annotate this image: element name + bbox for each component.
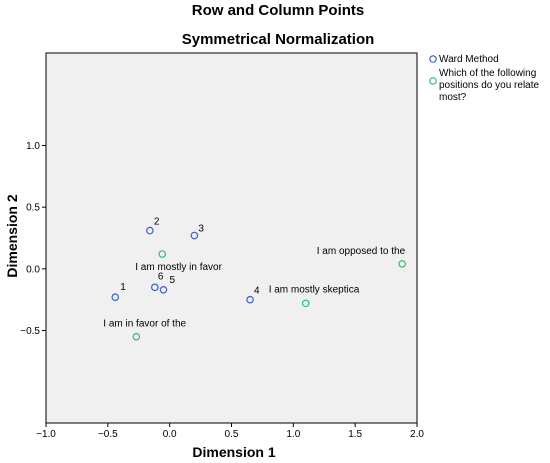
x-tick-label: 1.5 xyxy=(348,429,362,440)
x-tick-label: −1.0 xyxy=(36,429,56,440)
x-tick-label: 2.0 xyxy=(410,429,424,440)
data-point xyxy=(132,332,141,341)
point-label: 6 xyxy=(158,271,164,282)
y-axis-title: Dimension 2 xyxy=(4,194,20,277)
data-points: 1 2 3 4 56I am mostly in favor I am opposed t… xyxy=(103,217,406,341)
legend-label-positions-line-2: positions do you relate xyxy=(439,80,540,91)
y-axis: −0.5 0.0 0.5 1.0 xyxy=(20,141,46,337)
legend-label-ward-method: Ward Method xyxy=(439,54,499,65)
y-tick-label: 0.0 xyxy=(26,264,40,275)
y-tick-label: 1.0 xyxy=(26,141,40,152)
y-tick-label: −0.5 xyxy=(20,326,40,337)
point-label: I am opposed to the xyxy=(317,246,406,257)
data-point xyxy=(398,260,406,268)
data-point xyxy=(190,231,199,240)
data-point xyxy=(301,299,310,308)
point-label: I am mostly in favor xyxy=(135,262,222,273)
point-label: 3 xyxy=(198,224,204,235)
data-point xyxy=(246,295,254,304)
x-tick-label: −0.5 xyxy=(98,429,118,440)
x-axis: −1.0 −0.5 0.0 0.5 1.0 1.5 2.0 xyxy=(36,423,424,440)
legend-marker-ward-method xyxy=(429,55,437,63)
point-label: 5 xyxy=(169,275,175,286)
data-point xyxy=(146,226,154,235)
point-label: 4 xyxy=(254,286,260,297)
y-tick-label: 0.5 xyxy=(26,203,40,214)
x-tick-label: 0.0 xyxy=(163,429,177,440)
x-tick-label: 0.5 xyxy=(225,429,239,440)
plot-area xyxy=(45,52,418,424)
x-axis-title: Dimension 1 xyxy=(192,444,275,460)
point-label: 1 xyxy=(120,282,126,293)
point-label: 2 xyxy=(154,217,160,228)
chart-subtitle: Symmetrical Normalization xyxy=(182,31,375,48)
legend-label-positions-line-1: Which of the following xyxy=(439,68,536,79)
data-point xyxy=(111,293,120,302)
chart-title: Row and Column Points xyxy=(192,2,365,19)
data-point xyxy=(159,285,168,294)
point-label: I am mostly skeptica xyxy=(269,284,360,295)
legend-marker-positions xyxy=(429,77,437,85)
legend-label-positions-line-3: most? xyxy=(439,92,467,103)
x-tick-label: 1.0 xyxy=(286,429,300,440)
point-label: I am in favor of the xyxy=(103,319,186,330)
data-point xyxy=(158,250,167,258)
legend: Ward Method Which of the following posit… xyxy=(429,54,540,103)
data-point xyxy=(151,283,159,292)
